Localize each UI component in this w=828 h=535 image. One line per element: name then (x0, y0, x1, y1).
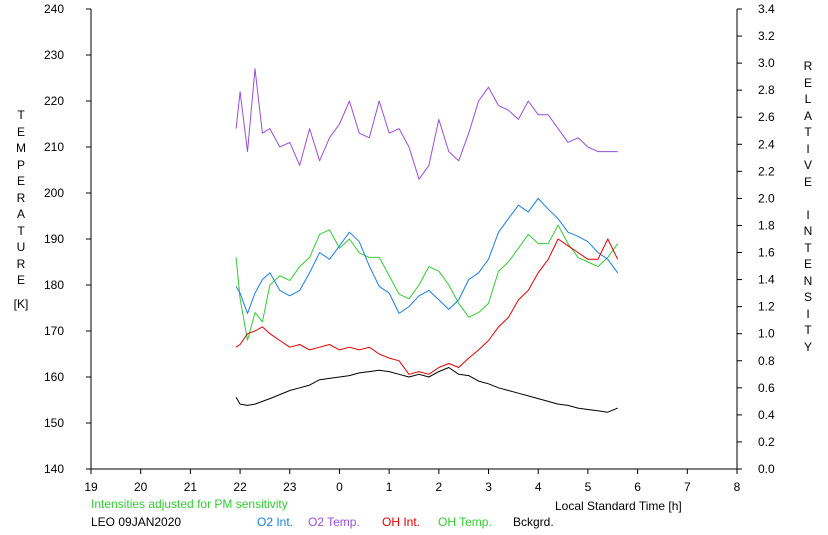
axis-ticks (86, 8, 742, 474)
y-right-tick-label: 3.4 (758, 2, 775, 16)
series-line-oh-int (235, 238, 619, 375)
legend-item-o2-temp: O2 Temp. (308, 515, 360, 529)
x-tick-label: 21 (184, 480, 198, 494)
sensitivity-note: Intensities adjusted for PM sensitivity (91, 497, 288, 511)
tick-labels: 19 20 21 22 23 0 1 2 3 4 5 6 7 8140150160170180190200… (44, 2, 775, 494)
y-right-tick-label: 0.4 (758, 408, 775, 422)
series-line-oh-temp (235, 224, 619, 341)
axis-label-char (800, 190, 816, 207)
axis-label-char: T (17, 223, 25, 238)
y-left-tick-label: 150 (44, 416, 64, 430)
axis-label-char: E (16, 124, 25, 139)
legend-item-bckgrd: Bckgrd. (513, 515, 554, 529)
x-tick-label: 4 (535, 480, 542, 494)
y-left-tick-label: 210 (44, 140, 64, 154)
axis-label-char: P (16, 157, 25, 172)
series-line-o2-int (235, 197, 619, 314)
axis-label-char: E (803, 257, 812, 271)
axis-label-char: N (803, 273, 813, 288)
axis-label-char: I (806, 141, 810, 156)
axis-label-char: S (803, 290, 812, 304)
y-left-tick-label: 140 (44, 462, 64, 476)
axis-label-char: E (803, 174, 812, 189)
x-tick-label: 23 (283, 480, 297, 494)
y-right-tick-label: 1.4 (758, 273, 775, 287)
y-left-tick-label: 190 (44, 232, 64, 246)
axis-label-char: E (803, 75, 812, 90)
series-line-o2-temp (235, 68, 618, 180)
x-tick-label: 3 (485, 480, 492, 494)
x-axis-label: Local Standard Time [h] (555, 499, 682, 513)
series-line-bckgrd (235, 367, 618, 413)
y-left-tick-label: 170 (44, 324, 64, 338)
axis-label-char: I (806, 306, 810, 321)
x-tick-label: 2 (436, 480, 443, 494)
x-tick-label: 0 (336, 480, 343, 494)
axis-label-char: R (803, 59, 813, 73)
legend-item-o2-int: O2 Int. (257, 515, 294, 529)
plot-frame (90, 9, 738, 470)
axis-label-char: I (806, 207, 810, 222)
station-date: LEO 09JAN2020 (91, 515, 182, 529)
y-right-tick-label: 0.6 (758, 381, 775, 395)
y-right-tick-label: 2.2 (758, 164, 775, 178)
x-tick-label: 19 (84, 480, 98, 494)
y-left-tick-label: 230 (44, 48, 64, 62)
y-left-tick-label: 240 (44, 2, 64, 16)
y-right-tick-label: 3.2 (758, 29, 775, 43)
axis-label-char: E (16, 174, 25, 188)
x-tick-label: 1 (386, 480, 393, 494)
x-tick-label: 8 (734, 480, 741, 494)
x-tick-label: 5 (585, 480, 592, 494)
y-right-tick-label: 1.0 (758, 327, 775, 341)
axis-label-char: L (804, 92, 812, 106)
axis-label-char: T (804, 323, 812, 337)
axis-label-char: A (16, 207, 25, 221)
x-tick-label: 22 (233, 480, 247, 494)
y-left-tick-label: 200 (44, 186, 64, 200)
axis-label-char: E (16, 273, 25, 287)
y-right-tick-label: 0.0 (758, 462, 775, 476)
axis-label-char: U (16, 240, 26, 254)
y-right-tick-label: 0.2 (758, 435, 775, 449)
axis-label-char: V (803, 158, 812, 172)
y-left-tick-label: 220 (44, 94, 64, 108)
y-right-tick-label: 1.6 (758, 246, 775, 260)
left-axis-unit: [K] (13, 297, 29, 311)
axis-label-char: T (804, 125, 812, 139)
y-right-tick-label: 0.8 (758, 354, 775, 368)
y-left-tick-label: 180 (44, 278, 64, 292)
y-right-tick-label: 3.0 (758, 56, 775, 70)
x-tick-label: 20 (134, 480, 148, 494)
y-left-tick-label: 160 (44, 370, 64, 384)
axis-label-char: A (803, 108, 812, 123)
axis-label-char: R (16, 256, 26, 271)
axis-label-char: M (16, 141, 26, 155)
axis-label-char: T (804, 240, 812, 255)
axis-label-char: T (17, 108, 25, 122)
x-tick-label: 7 (684, 480, 691, 494)
x-tick-label: 6 (634, 480, 641, 494)
y-right-tick-label: 1.8 (758, 218, 775, 232)
y-right-tick-label: 2.6 (758, 110, 775, 124)
axis-label-char: Y (803, 339, 812, 354)
legend-item-oh-int: OH Int. (382, 515, 421, 529)
series-layer (235, 68, 619, 413)
y-right-tick-label: 2.4 (758, 137, 775, 151)
legend-item-oh-temp: OH Temp. (438, 515, 492, 529)
axis-label-char: N (803, 224, 813, 238)
y-right-tick-label: 2.8 (758, 83, 775, 97)
axis-label-char: R (16, 190, 26, 205)
y-right-tick-label: 1.2 (758, 300, 775, 314)
y-right-tick-label: 2.0 (758, 191, 775, 205)
